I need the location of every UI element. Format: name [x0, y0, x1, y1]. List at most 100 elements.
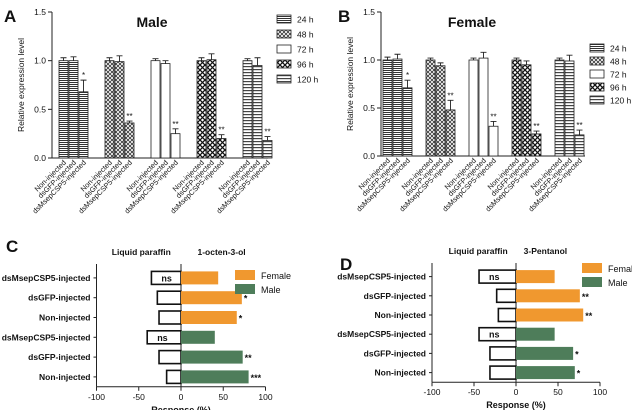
row-label: Non-injected — [39, 313, 90, 323]
legend-swatch — [276, 29, 292, 39]
ns-label: ns — [489, 330, 500, 340]
x-tick-label: 0 — [179, 392, 184, 402]
odor-bar — [516, 366, 575, 380]
bar — [206, 59, 217, 159]
significance-mark: ** — [218, 126, 224, 135]
error-bar — [198, 57, 205, 61]
control-bar — [489, 346, 517, 361]
row-label: Non-injected — [375, 310, 426, 320]
legend-swatch — [276, 14, 292, 24]
y-axis-label: Relative expression level — [16, 38, 26, 132]
legend-label: 24 h — [610, 44, 627, 54]
odor-bar — [516, 327, 555, 341]
error-bar — [384, 56, 391, 60]
legend-swatch — [276, 44, 292, 54]
significance-mark: ** — [447, 91, 453, 100]
row-label: Non-injected — [39, 372, 90, 382]
bar — [468, 59, 479, 157]
bar — [68, 60, 79, 159]
significance-mark: ** — [264, 128, 270, 137]
odor-bar — [181, 291, 242, 305]
bar — [262, 140, 273, 159]
header-odor: 3-Pentanol — [524, 246, 567, 256]
odor-bar — [516, 289, 580, 303]
bar — [478, 57, 489, 157]
error-bar — [162, 60, 169, 64]
panel-letter: D — [340, 255, 352, 274]
y-tick-label: 1.0 — [34, 56, 46, 66]
legend-label: 96 h — [297, 60, 314, 70]
row-label: dsGFP-injected — [364, 291, 426, 301]
bar — [531, 133, 542, 157]
legend-swatch — [582, 263, 602, 273]
y-tick-label: 1.0 — [363, 55, 375, 65]
error-bar — [490, 120, 497, 127]
significance-mark: ** — [490, 112, 496, 121]
legend-label: 24 h — [297, 15, 314, 25]
legend-label: Male — [261, 285, 281, 295]
bar — [58, 60, 69, 159]
legend-swatch — [589, 69, 605, 79]
significance-mark: ** — [585, 311, 593, 321]
ns-label: ns — [161, 273, 172, 283]
bar — [150, 60, 161, 159]
control-bar — [158, 349, 182, 365]
bar — [252, 65, 263, 159]
bar — [104, 60, 115, 159]
bar — [435, 65, 446, 157]
x-axis-label: Response (%) — [151, 405, 211, 410]
odor-bar — [516, 270, 555, 284]
bar — [521, 64, 532, 157]
panel-letter: C — [6, 237, 18, 256]
significance-mark: * — [406, 71, 409, 80]
y-tick-label: 0.5 — [34, 104, 46, 114]
x-tick-label: 0 — [514, 387, 519, 397]
panel-letter: B — [338, 7, 350, 26]
error-bar — [116, 55, 123, 62]
x-tick-label: -50 — [468, 387, 481, 397]
header-control: Liquid paraffin — [449, 246, 508, 256]
significance-mark: * — [575, 349, 579, 359]
odor-bar — [181, 330, 215, 344]
legend-swatch — [589, 95, 605, 105]
x-axis-label: Response (%) — [486, 400, 546, 410]
error-bar — [80, 79, 87, 92]
bar — [488, 125, 499, 157]
bar — [554, 59, 565, 157]
error-bar — [70, 56, 77, 61]
x-tick-label: -100 — [88, 392, 105, 402]
error-bar — [126, 120, 133, 123]
error-bar — [533, 130, 540, 134]
x-tick-label: 50 — [553, 387, 563, 397]
legend-swatch — [589, 82, 605, 92]
odor-bar — [181, 311, 237, 324]
legend-label: 120 h — [297, 75, 319, 85]
y-tick-label: 1.5 — [34, 7, 46, 17]
error-bar — [556, 57, 563, 60]
significance-mark: * — [239, 314, 243, 324]
error-bar — [244, 58, 251, 61]
odor-bar — [181, 370, 249, 384]
bar — [445, 109, 456, 157]
ns-label: ns — [157, 333, 168, 343]
legend-swatch — [582, 277, 602, 287]
bar — [114, 61, 125, 159]
header-odor: 1-octen-3-ol — [197, 247, 245, 257]
error-bar — [404, 79, 411, 88]
legend-label: 72 h — [297, 45, 314, 55]
error-bar — [566, 54, 573, 61]
odor-bar — [181, 271, 219, 285]
significance-mark: ** — [533, 122, 539, 131]
bar — [402, 87, 413, 157]
significance-mark: * — [244, 294, 248, 304]
legend-swatch — [276, 59, 292, 69]
legend-label: 120 h — [610, 96, 632, 106]
error-bar — [427, 57, 434, 60]
bar — [124, 122, 135, 159]
legend-label: 96 h — [610, 83, 627, 93]
error-bar — [480, 51, 487, 59]
x-tick-label: -50 — [133, 392, 146, 402]
bar — [242, 60, 253, 159]
row-label: dsGFP-injected — [28, 352, 90, 362]
